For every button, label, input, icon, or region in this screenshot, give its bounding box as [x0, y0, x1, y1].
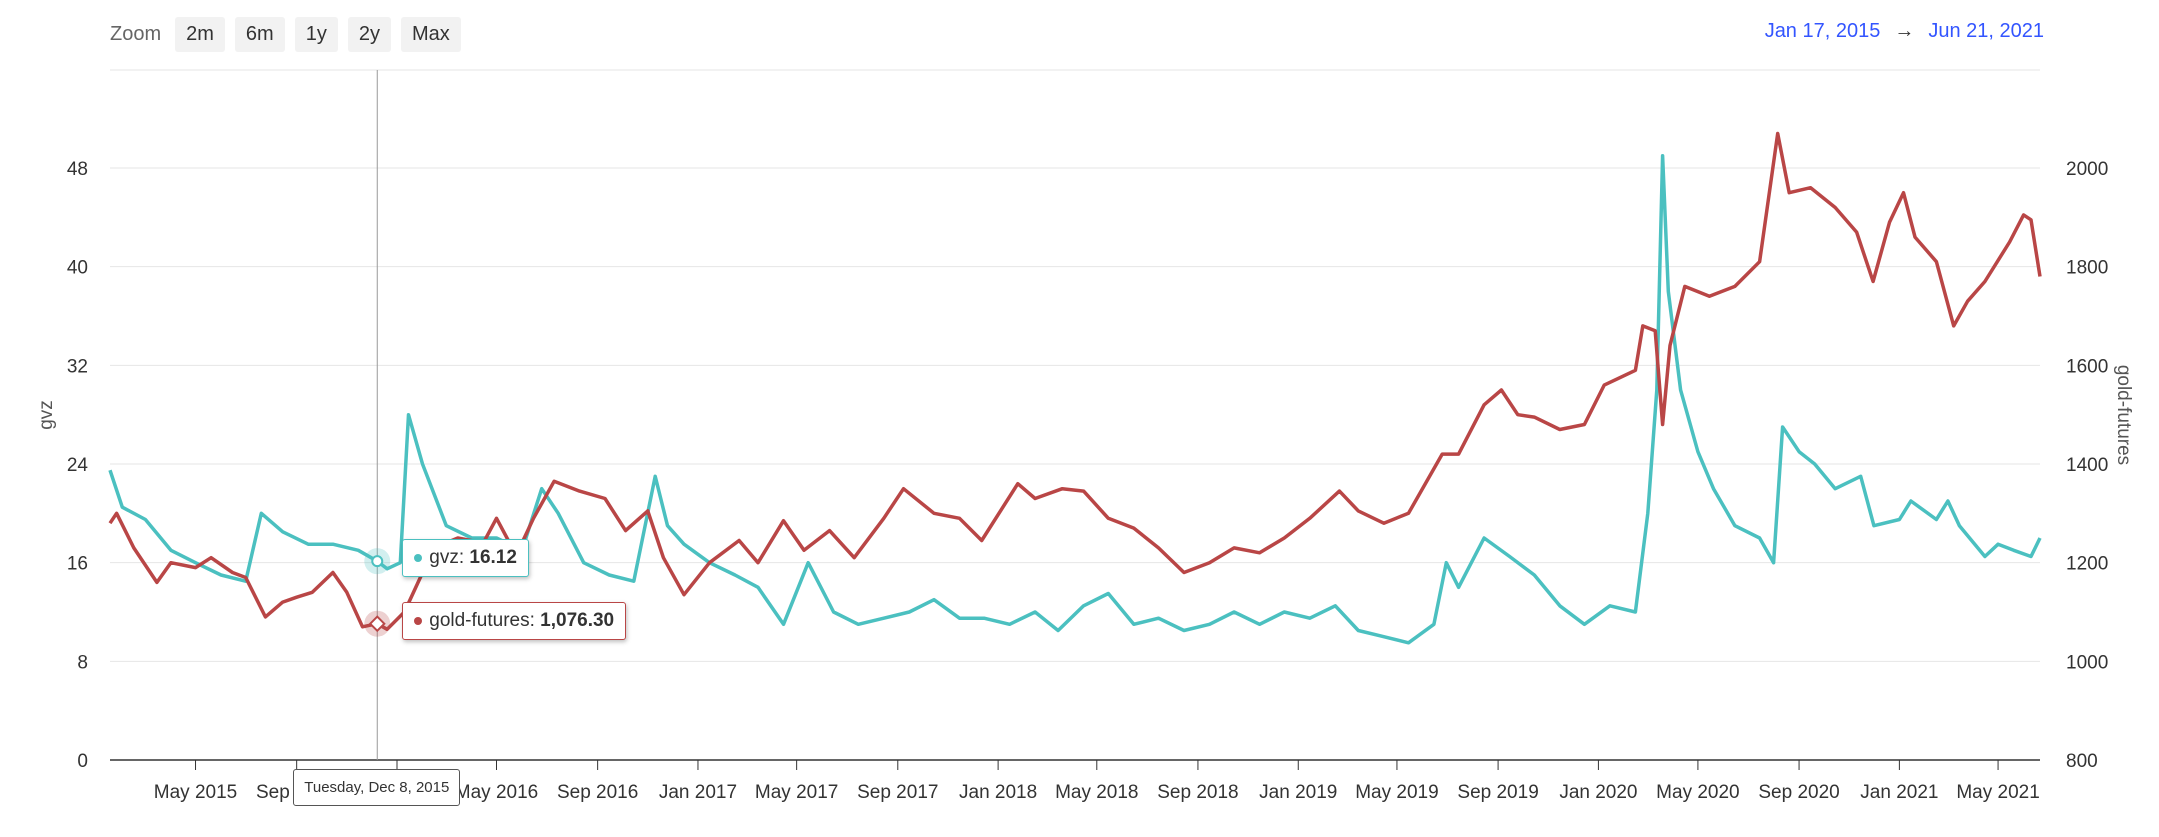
zoom-bar: Zoom 2m 6m 1y 2y Max — [110, 16, 461, 52]
y-right-tick-label: 1000 — [2066, 652, 2108, 673]
zoom-label: Zoom — [110, 22, 162, 45]
y-right-axis-title: gold-futures — [2113, 365, 2134, 465]
grid-layer — [110, 69, 2040, 662]
tooltip-gold-futures: gold-futures: 1,076.30 — [402, 601, 627, 640]
x-tick-label: Sep 2019 — [1457, 782, 1538, 803]
gold-futures-legend-dot — [414, 616, 423, 625]
x-tick-label: May 2018 — [1055, 782, 1138, 803]
tooltip-gvz: gvz: 16.12 — [402, 539, 529, 578]
range-to-link[interactable]: Jun 21, 2021 — [1928, 20, 2044, 42]
series-line-gvz — [108, 153, 2042, 645]
x-tick-label: May 2019 — [1355, 782, 1438, 803]
y-right-tick-label: 1200 — [2066, 554, 2108, 575]
x-tick-label: Jan 2021 — [1860, 782, 1938, 803]
x-tick-label: May 2020 — [1656, 782, 1739, 803]
tooltip-gold-label: gold-futures: — [429, 609, 541, 631]
y-right-tick-label: 1800 — [2066, 258, 2108, 279]
x-tick-label: Jan 2018 — [959, 782, 1037, 803]
zoom-6m-button[interactable]: 6m — [234, 16, 285, 52]
zoom-2m-button[interactable]: 2m — [175, 16, 225, 52]
gvz-hover-marker — [371, 555, 384, 568]
y-right-tick-label: 1400 — [2066, 455, 2108, 476]
gold-futures-hover-marker — [368, 615, 386, 633]
tooltip-date: Tuesday, Dec 8, 2015 — [293, 769, 461, 806]
date-range: Jan 17, 2015 → Jun 21, 2021 — [1765, 20, 2044, 43]
y-right-tick-label: 800 — [2066, 751, 2098, 772]
crosshair-layer — [364, 70, 391, 760]
x-tick-label: May 2016 — [455, 782, 538, 803]
range-arrow: → — [1894, 20, 1915, 42]
range-from-link[interactable]: Jan 17, 2015 — [1764, 20, 1881, 42]
axis-layer: 0 800 8 1000 16 1200 24 1400 32 1600 40 1800 48 2000 M… — [36, 159, 2134, 803]
x-tick-label: Sep 2020 — [1758, 782, 1839, 803]
y-right-tick-label: 1600 — [2066, 356, 2108, 377]
tooltip-gvz-value: 16.12 — [469, 547, 517, 569]
tooltip-gvz-label: gvz: — [429, 547, 470, 569]
x-tick-label: May 2017 — [755, 782, 838, 803]
x-tick-label: Jan 2020 — [1559, 782, 1637, 803]
zoom-max-button[interactable]: Max — [400, 16, 461, 52]
x-tick-label: May 2021 — [1956, 782, 2039, 803]
gvz-legend-dot — [414, 554, 423, 563]
y-right-tick-label: 2000 — [2066, 159, 2108, 180]
y-left-tick-label: 0 — [77, 751, 88, 772]
x-tick-label: May 2015 — [154, 782, 237, 803]
y-left-tick-label: 48 — [67, 159, 88, 180]
y-left-tick-label: 40 — [67, 258, 88, 279]
zoom-1y-button[interactable]: 1y — [294, 16, 338, 52]
y-left-tick-label: 32 — [67, 356, 88, 377]
x-tick-label: Sep 2018 — [1157, 782, 1238, 803]
y-left-axis-title: gvz — [36, 400, 57, 430]
x-tick-label: Sep 2016 — [557, 782, 638, 803]
x-tick-label: Jan 2019 — [1259, 782, 1337, 803]
y-left-tick-label: 24 — [67, 455, 89, 476]
series-layer — [108, 131, 2042, 645]
x-tick-label: Sep 2017 — [857, 782, 938, 803]
tooltip-gold-value: 1,076.30 — [540, 609, 615, 631]
y-left-tick-label: 8 — [77, 652, 88, 673]
y-left-tick-label: 16 — [67, 554, 88, 575]
x-tick-label: Jan 2017 — [659, 782, 737, 803]
zoom-2y-button[interactable]: 2y — [347, 16, 391, 52]
